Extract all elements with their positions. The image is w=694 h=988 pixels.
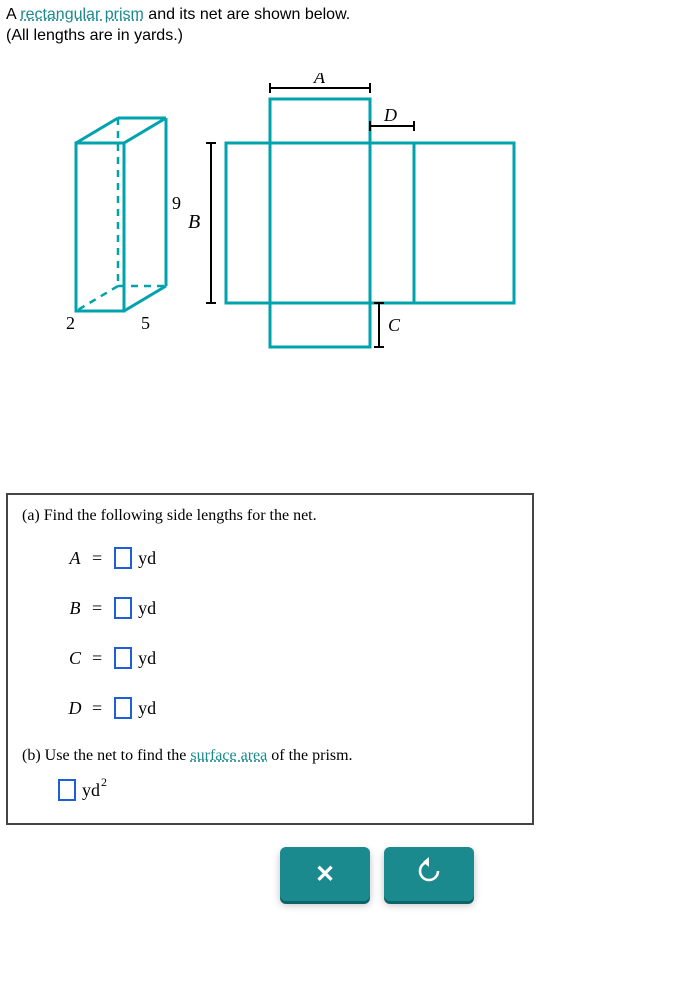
prompt-line-1: A rectangular prism and its net are show…	[6, 6, 688, 24]
part-a-text: (a) Find the following side lengths for …	[22, 507, 518, 525]
net-figure: A D C	[206, 73, 626, 393]
input-surface-area[interactable]	[58, 779, 76, 801]
close-icon: ✕	[315, 860, 335, 889]
equals-sign: =	[92, 548, 102, 569]
input-row-C: C = yd	[66, 647, 518, 669]
surface-area-input-row: yd2	[54, 779, 518, 801]
rectangular-prism-link[interactable]: rectangular prism	[20, 6, 144, 23]
net-label-B: B	[188, 211, 200, 234]
button-bar: ✕	[280, 847, 688, 901]
reset-button[interactable]	[384, 847, 474, 901]
part-b-suffix: of the prism.	[267, 747, 352, 764]
net-label-D: D	[383, 105, 397, 125]
prompt-suffix: and its net are shown below.	[144, 6, 350, 23]
var-A: A	[66, 548, 84, 569]
equals-sign: =	[92, 698, 102, 719]
input-B[interactable]	[114, 597, 132, 619]
var-B: B	[66, 598, 84, 619]
input-row-B: B = yd	[66, 597, 518, 619]
input-row-D: D = yd	[66, 697, 518, 719]
var-C: C	[66, 648, 84, 669]
net-label-A: A	[313, 73, 326, 87]
prompt-line-2: (All lengths are in yards.)	[6, 27, 688, 45]
equals-sign: =	[92, 648, 102, 669]
unit-C: yd	[138, 648, 156, 669]
diagram-area: 2 5 9 A	[6, 73, 606, 393]
surface-area-link[interactable]: surface area	[190, 747, 267, 764]
answer-box: (a) Find the following side lengths for …	[6, 493, 534, 825]
input-C[interactable]	[114, 647, 132, 669]
reset-icon	[415, 857, 443, 892]
input-row-A: A = yd	[66, 547, 518, 569]
net-label-C: C	[388, 315, 401, 335]
var-D: D	[66, 698, 84, 719]
unit-sa: yd2	[82, 780, 106, 801]
part-b-prefix: (b) Use the net to find the	[22, 747, 190, 764]
prism-width-label: 2	[66, 313, 75, 333]
equals-sign: =	[92, 598, 102, 619]
prism-height-label: 9	[172, 193, 181, 213]
input-D[interactable]	[114, 697, 132, 719]
unit-D: yd	[138, 698, 156, 719]
unit-B: yd	[138, 598, 156, 619]
cancel-button[interactable]: ✕	[280, 847, 370, 901]
input-A[interactable]	[114, 547, 132, 569]
prism-depth-label: 5	[141, 313, 150, 333]
prompt-prefix: A	[6, 6, 20, 23]
unit-A: yd	[138, 548, 156, 569]
part-b-text: (b) Use the net to find the surface area…	[22, 747, 518, 765]
